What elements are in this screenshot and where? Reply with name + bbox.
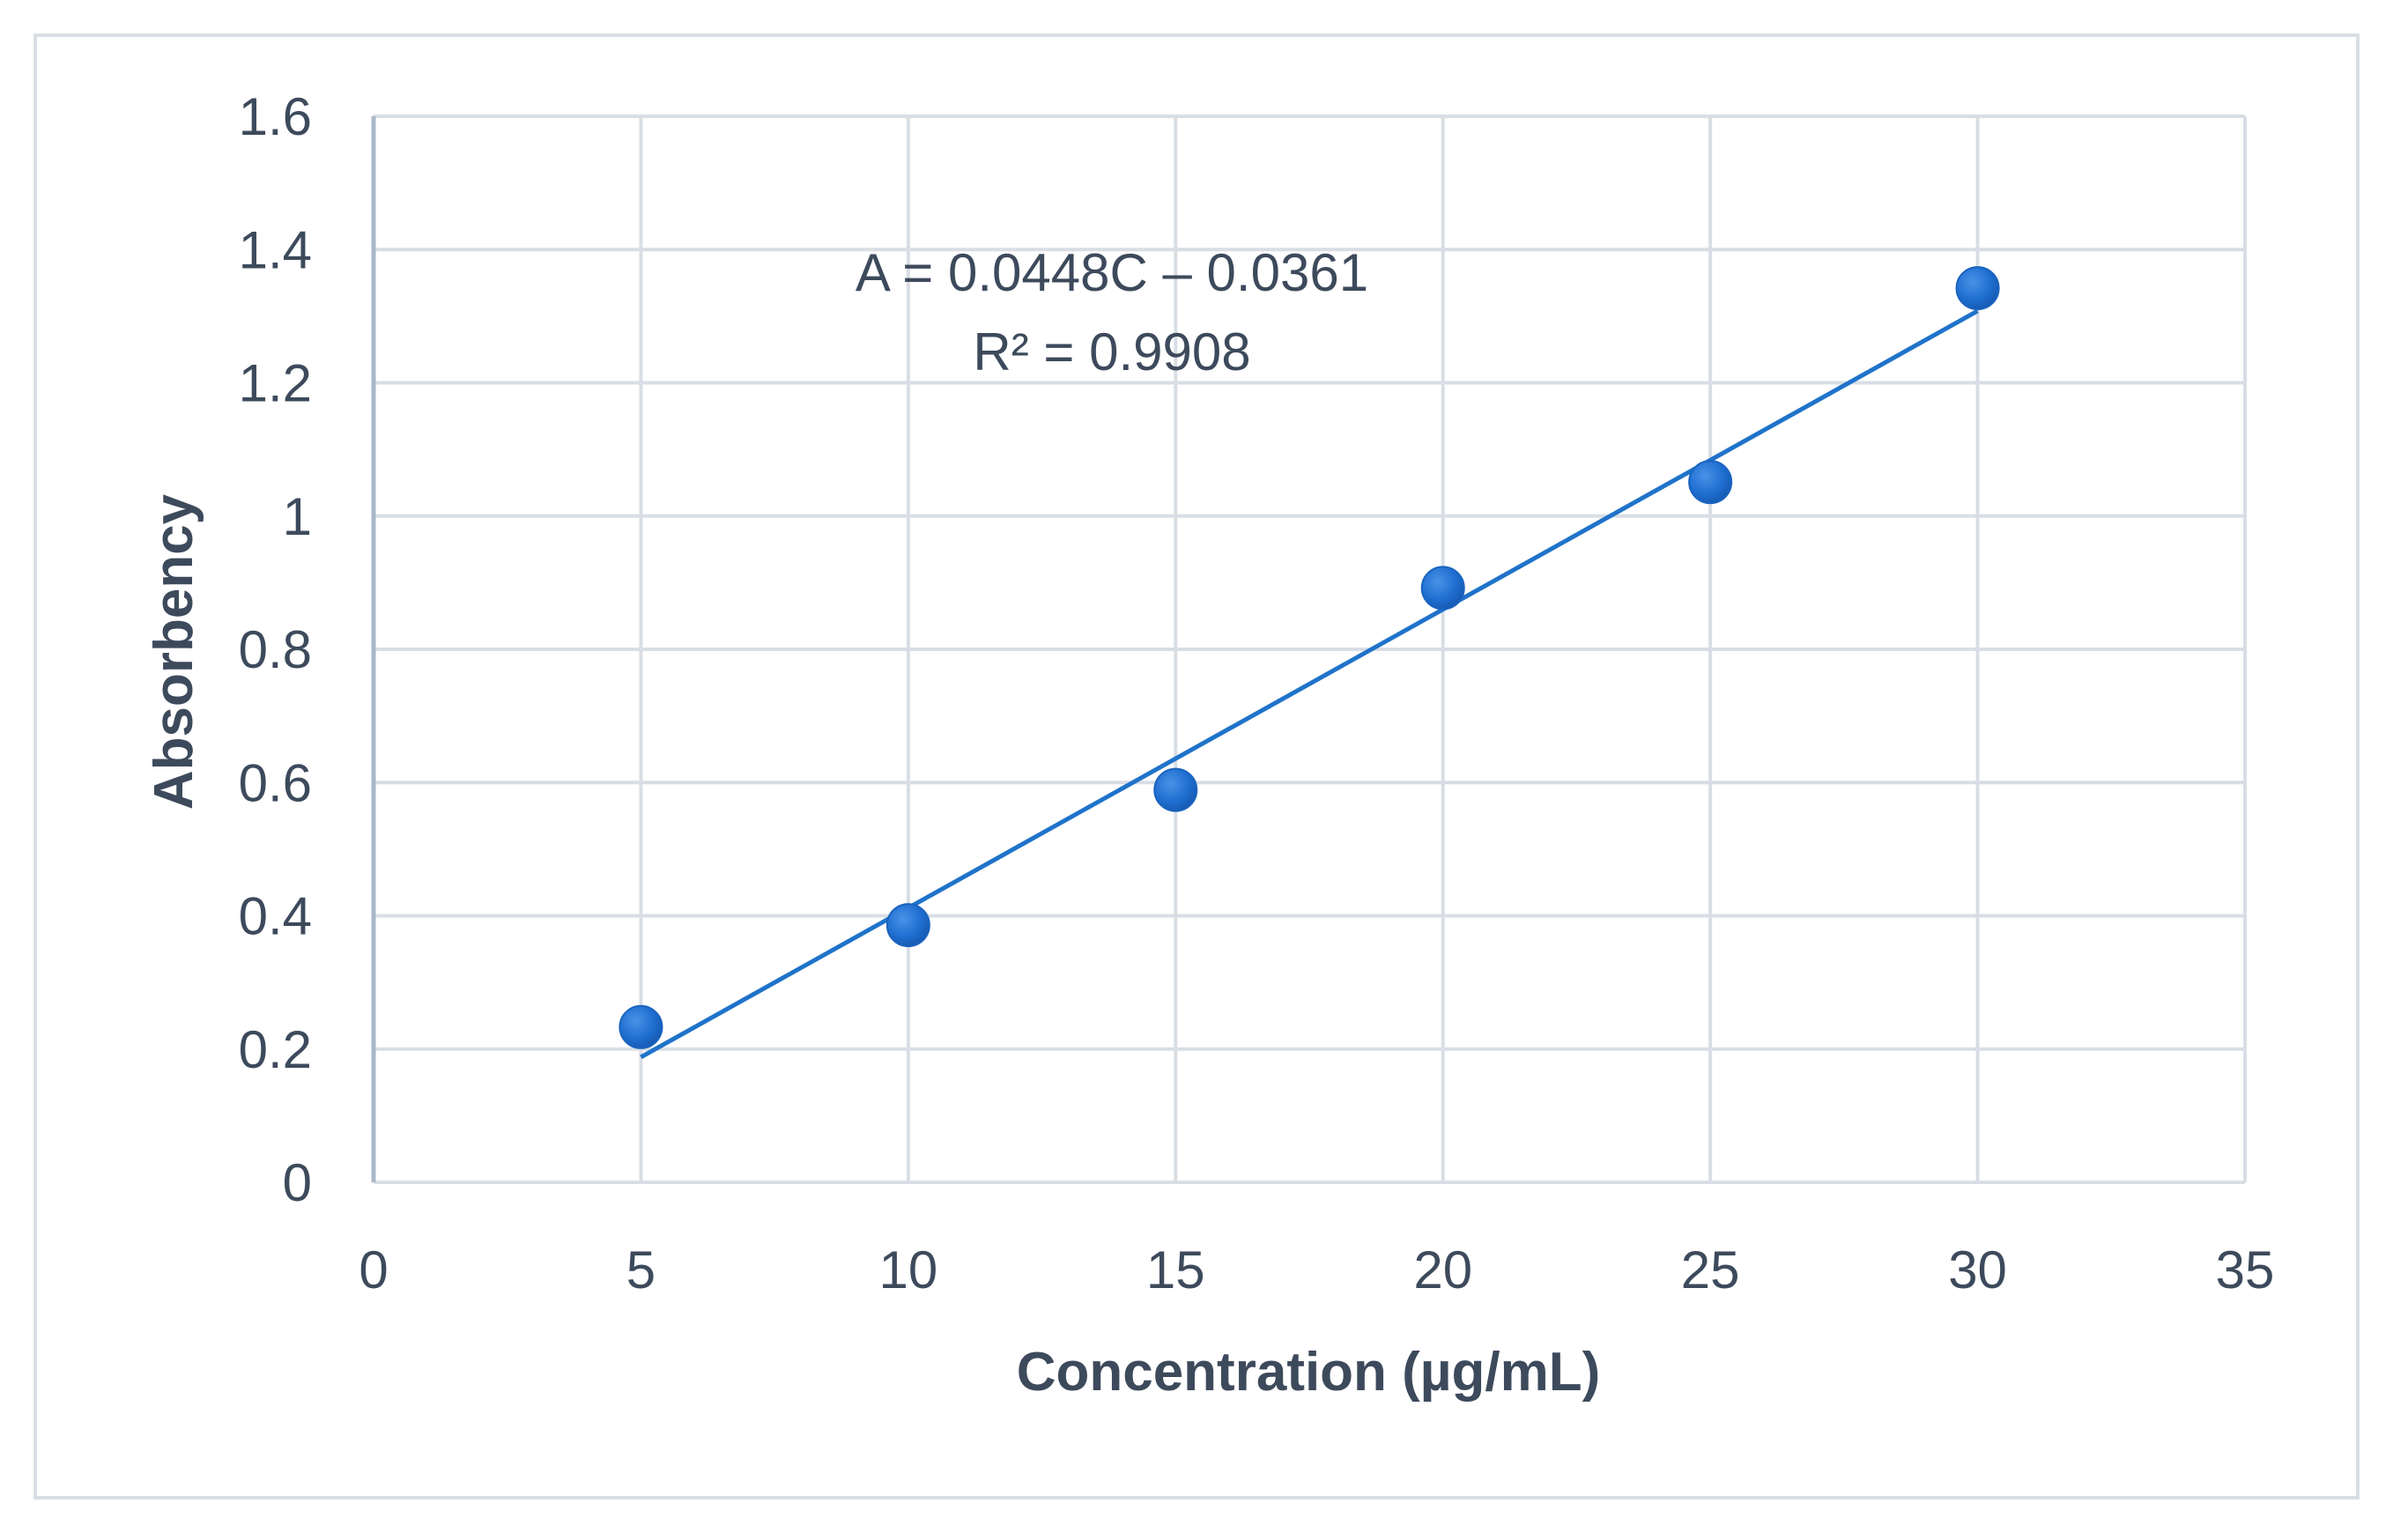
data-point bbox=[1688, 460, 1733, 505]
x-tick-label: 10 bbox=[878, 1240, 937, 1299]
y-tick-label: 0.8 bbox=[239, 620, 312, 679]
y-tick-label: 1.6 bbox=[239, 87, 312, 146]
grid bbox=[374, 115, 2247, 1184]
x-tick-label: 20 bbox=[1413, 1240, 1472, 1299]
trendline-equation: A = 0.0448C – 0.0361 bbox=[856, 243, 1368, 302]
y-tick-label: 1.4 bbox=[239, 220, 312, 279]
trendline bbox=[640, 308, 1979, 1060]
x-tick-label: 5 bbox=[626, 1240, 656, 1299]
data-point bbox=[1955, 266, 2000, 311]
y-tick-label: 0.2 bbox=[239, 1020, 312, 1079]
data-point bbox=[1420, 566, 1465, 611]
r-squared-label: R² = 0.9908 bbox=[973, 322, 1250, 381]
y-tick-label: 0 bbox=[283, 1153, 312, 1212]
data-point bbox=[1153, 767, 1198, 812]
trendline-group bbox=[640, 308, 1979, 1060]
data-point bbox=[619, 1004, 663, 1049]
y-tick-label: 0.4 bbox=[239, 887, 312, 946]
y-tick-label: 0.6 bbox=[239, 753, 312, 812]
y-tick-label: 1.2 bbox=[239, 354, 312, 413]
x-tick-label: 15 bbox=[1146, 1240, 1205, 1299]
y-tick-label: 1 bbox=[283, 487, 312, 546]
y-axis-title: Absorbency bbox=[144, 493, 204, 810]
data-points bbox=[619, 266, 2000, 1049]
x-tick-label: 35 bbox=[2216, 1240, 2275, 1299]
x-tick-label: 0 bbox=[359, 1240, 388, 1299]
x-axis-title: Concentration (µg/mL) bbox=[1017, 1342, 1601, 1403]
x-tick-label: 25 bbox=[1681, 1240, 1740, 1299]
labels: A = 0.0448C – 0.0361 R² = 0.9908 Concent… bbox=[144, 87, 2274, 1403]
x-tick-label: 30 bbox=[1948, 1240, 2007, 1299]
data-point bbox=[885, 903, 930, 948]
